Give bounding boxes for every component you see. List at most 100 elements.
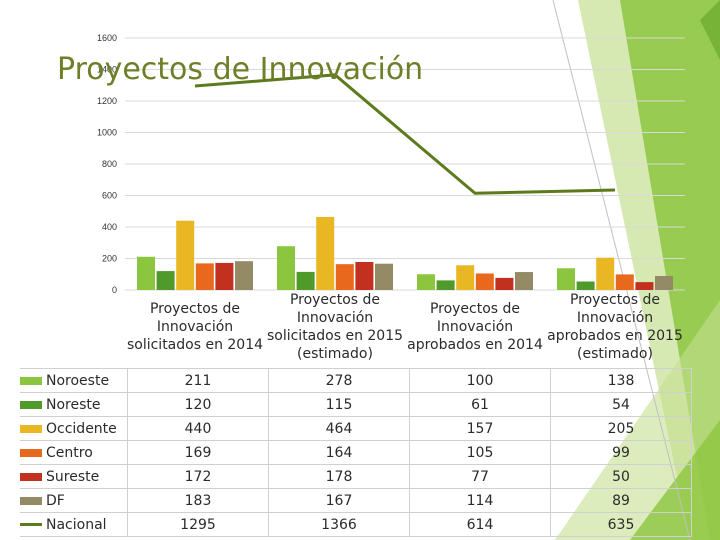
y-tick-label: 0 xyxy=(112,285,117,295)
legend-entry: Occidente xyxy=(20,416,128,441)
bar-centro xyxy=(475,273,494,290)
table-cell: 100 xyxy=(409,368,551,393)
y-tick-label: 1000 xyxy=(97,128,117,138)
bar-noroeste xyxy=(277,246,295,290)
bar-occidente xyxy=(456,265,475,290)
table-cell: 114 xyxy=(409,488,551,513)
table-cell: 464 xyxy=(268,416,410,441)
y-tick-label: 400 xyxy=(102,222,117,232)
legend-key xyxy=(20,400,42,409)
bars xyxy=(137,216,673,290)
table-cell: 99 xyxy=(550,440,692,465)
bar-centro xyxy=(335,264,354,290)
bar-df xyxy=(235,261,253,290)
legend-label: Noreste xyxy=(46,396,101,413)
category-label: Proyectos de Innovación solicitados en 201… xyxy=(266,292,404,362)
bar-centro xyxy=(615,274,634,290)
bar-df xyxy=(375,263,393,290)
bar-sureste xyxy=(495,277,514,290)
legend-label: DF xyxy=(46,492,65,509)
table-cell: 77 xyxy=(409,464,551,489)
bar-centro xyxy=(195,263,214,290)
bar-noroeste xyxy=(137,256,155,290)
table-cell: 54 xyxy=(550,392,692,417)
table-cell: 138 xyxy=(550,368,692,393)
category-label: Proyectos de Innovación solicitados en 201… xyxy=(126,301,264,353)
legend-key xyxy=(20,496,42,505)
y-tick-label: 200 xyxy=(102,254,117,264)
table-cell: 164 xyxy=(268,440,410,465)
legend-label: Nacional xyxy=(46,516,107,533)
table-cell: 157 xyxy=(409,416,551,441)
legend-entry: Nacional xyxy=(20,512,128,537)
legend-label: Occidente xyxy=(46,420,117,437)
bar-occidente xyxy=(316,216,335,290)
line-series xyxy=(194,73,616,195)
table-cell: 1295 xyxy=(127,512,269,537)
table-cell: 105 xyxy=(409,440,551,465)
legend-key xyxy=(20,523,42,526)
table-cell: 614 xyxy=(409,512,551,537)
legend-label: Centro xyxy=(46,444,93,461)
table-row: Centro 169 164 105 99 xyxy=(20,440,692,465)
table-cell: 183 xyxy=(127,488,269,513)
bar-noroeste xyxy=(557,268,575,290)
legend-entry: Noroeste xyxy=(20,368,128,393)
table-cell: 167 xyxy=(268,488,410,513)
y-tick-label: 800 xyxy=(102,159,117,169)
bar-sureste xyxy=(355,261,374,290)
table-cell: 278 xyxy=(268,368,410,393)
table-cell: 211 xyxy=(127,368,269,393)
table-cell: 178 xyxy=(268,464,410,489)
category-label: Proyectos de Innovación aprobados en 2015(… xyxy=(547,292,683,362)
table-cell: 1366 xyxy=(268,512,410,537)
table-row: Nacional 1295 1366 614 635 xyxy=(20,512,692,537)
table-cell: 169 xyxy=(127,440,269,465)
bar-noreste xyxy=(156,271,175,290)
bar-sureste xyxy=(215,262,234,290)
table-row: Occidente 440 464 157 205 xyxy=(20,416,692,441)
legend-entry: Sureste xyxy=(20,464,128,489)
category-label: Proyectos de Innovación aprobados en 2014 xyxy=(407,301,543,353)
y-tick-label: 1200 xyxy=(97,96,117,106)
table-cell: 440 xyxy=(127,416,269,441)
y-tick-label: 1400 xyxy=(97,65,117,75)
table-row: Noreste 120 115 61 54 xyxy=(20,392,692,417)
legend-entry: DF xyxy=(20,488,128,513)
y-tick-label: 1600 xyxy=(97,33,117,43)
legend-entry: Centro xyxy=(20,440,128,465)
table-row: Sureste 172 178 77 50 xyxy=(20,464,692,489)
bar-df xyxy=(515,272,533,290)
table-cell: 115 xyxy=(268,392,410,417)
legend-entry: Noreste xyxy=(20,392,128,417)
legend-key xyxy=(20,376,42,385)
table-cell: 61 xyxy=(409,392,551,417)
table-cell: 635 xyxy=(550,512,692,537)
bar-noreste xyxy=(576,281,595,290)
bar-sureste xyxy=(635,282,654,290)
data-table: Noroeste 211 278 100 138 Noreste 120 115 61 54 Occ… xyxy=(20,368,692,537)
y-axis: 0 200 400 600 800 1000 1200 1400 1600 xyxy=(97,33,117,295)
table-cell: 50 xyxy=(550,464,692,489)
bar-noreste xyxy=(296,271,315,290)
legend-key xyxy=(20,448,42,457)
bar-noroeste xyxy=(417,274,435,290)
chart-title: Proyectos de Innovación xyxy=(57,52,424,87)
legend-key xyxy=(20,472,42,481)
table-row: Noroeste 211 278 100 138 xyxy=(20,368,692,393)
table-cell: 172 xyxy=(127,464,269,489)
table-cell: 89 xyxy=(550,488,692,513)
bar-df xyxy=(655,275,673,290)
table-cell: 120 xyxy=(127,392,269,417)
bar-occidente xyxy=(596,257,615,290)
line-nacional xyxy=(194,73,616,195)
table-cell: 205 xyxy=(550,416,692,441)
legend-label: Noroeste xyxy=(46,372,110,389)
bar-noreste xyxy=(436,280,455,290)
legend-label: Sureste xyxy=(46,468,100,485)
table-row: DF 183 167 114 89 xyxy=(20,488,692,513)
y-tick-label: 600 xyxy=(102,191,117,201)
legend-key xyxy=(20,424,42,433)
bar-occidente xyxy=(176,220,195,290)
